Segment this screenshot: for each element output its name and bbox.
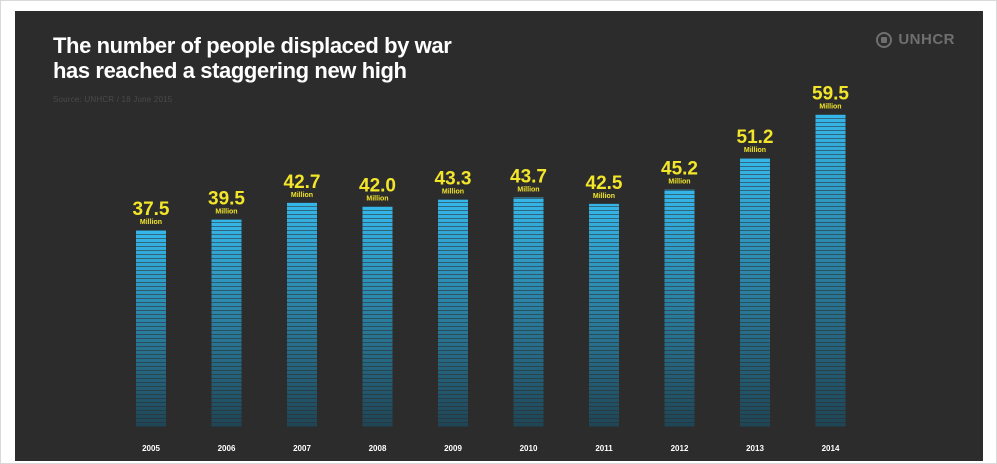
- chart-title: The number of people displaced by war ha…: [53, 33, 613, 83]
- unit-label-2006: Million: [215, 209, 237, 216]
- x-tick-label-2009: 2009: [444, 444, 462, 453]
- infographic-panel: The number of people displaced by war ha…: [15, 11, 983, 461]
- x-tick-label-2010: 2010: [520, 444, 538, 453]
- bar-stripes-2007: [287, 202, 317, 427]
- bar-stripes-2006: [211, 219, 242, 427]
- unit-label-2012: Million: [668, 179, 690, 186]
- value-label-2014: 59.5: [812, 84, 849, 105]
- value-label-2013: 51.2: [737, 127, 774, 148]
- value-label-2009: 43.3: [435, 169, 472, 190]
- value-label-2007: 42.7: [284, 172, 321, 193]
- unhcr-logo-text: UNHCR: [898, 31, 955, 48]
- x-tick-label-2007: 2007: [293, 444, 311, 453]
- x-tick-label-2008: 2008: [369, 444, 387, 453]
- unit-label-2013: Million: [744, 147, 766, 154]
- x-tick-label-2014: 2014: [822, 444, 840, 453]
- bar-stripes-2012: [664, 189, 695, 427]
- value-label-2010: 43.7: [510, 167, 547, 188]
- bar-stripes-2011: [589, 203, 619, 427]
- chart-title-line-1: The number of people displaced by war: [53, 33, 452, 58]
- bar-stripes-2013: [740, 158, 770, 427]
- chart-title-line-2: has reached a staggering new high: [53, 58, 407, 83]
- bar-stripes-2009: [438, 199, 468, 427]
- bar-stripes-2008: [362, 206, 393, 427]
- chart-source: Source: UNHCR / 18 June 2015: [53, 95, 173, 104]
- bar-stripes-2005: [136, 230, 166, 427]
- value-label-2006: 39.5: [208, 189, 245, 210]
- value-label-2012: 45.2: [661, 159, 698, 180]
- unhcr-logo-icon: [876, 31, 893, 48]
- unit-label-2009: Million: [442, 189, 464, 196]
- unit-label-2007: Million: [291, 192, 313, 199]
- x-tick-label-2006: 2006: [218, 444, 236, 453]
- bar-chart: Million37.52005Million39.52006Million42.…: [133, 84, 850, 454]
- bar-stripes-2010: [513, 197, 544, 427]
- x-tick-label-2011: 2011: [595, 444, 613, 453]
- unit-label-2014: Million: [819, 104, 841, 111]
- x-tick-label-2012: 2012: [671, 444, 689, 453]
- value-label-2011: 42.5: [586, 173, 623, 194]
- x-tick-label-2005: 2005: [142, 444, 160, 453]
- unit-label-2005: Million: [140, 219, 162, 226]
- x-tick-label-2013: 2013: [746, 444, 764, 453]
- unit-label-2010: Million: [517, 187, 539, 194]
- unit-label-2011: Million: [593, 193, 615, 200]
- bar-stripes-2014: [815, 114, 846, 427]
- unhcr-logo: UNHCR: [876, 31, 955, 48]
- value-label-2005: 37.5: [133, 199, 170, 220]
- unit-label-2008: Million: [366, 196, 388, 203]
- value-label-2008: 42.0: [359, 176, 396, 197]
